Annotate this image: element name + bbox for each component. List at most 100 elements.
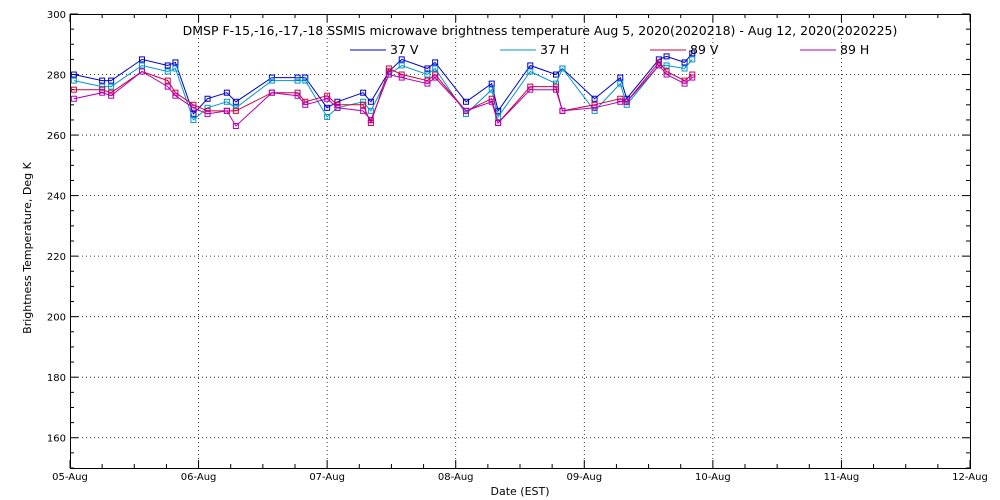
legend-label: 89 V — [690, 42, 719, 57]
data-point-marker — [385, 65, 392, 72]
data-point-marker — [432, 74, 439, 81]
x-axis-title: Date (EST) — [490, 485, 549, 498]
data-point-marker — [424, 65, 431, 72]
data-point-marker — [223, 98, 230, 105]
data-point-marker — [360, 89, 367, 96]
data-point-marker — [553, 83, 559, 90]
data-point-marker — [623, 98, 630, 105]
data-point-marker — [108, 92, 115, 99]
y-tick-label: 160 — [47, 434, 66, 445]
data-point-marker — [324, 113, 331, 120]
data-point-marker — [324, 95, 331, 102]
data-point-marker — [360, 101, 367, 108]
data-point-marker — [294, 92, 301, 99]
data-series — [70, 50, 696, 129]
data-point-marker — [591, 104, 598, 111]
data-point-marker — [681, 80, 688, 87]
data-point-marker — [204, 95, 211, 102]
x-tick-label: 07-Aug — [309, 472, 345, 483]
y-tick-label: 220 — [47, 252, 66, 263]
data-point-marker — [527, 86, 534, 93]
data-point-marker — [559, 107, 566, 114]
data-point-marker — [164, 62, 171, 69]
data-point-marker — [108, 77, 115, 84]
data-point-marker — [398, 62, 405, 69]
data-point-marker — [488, 95, 495, 102]
data-point-marker — [367, 98, 374, 105]
data-point-marker — [488, 86, 495, 93]
data-point-marker — [164, 68, 171, 75]
data-point-marker — [367, 107, 374, 114]
data-point-marker — [398, 74, 405, 81]
data-point-marker — [99, 77, 106, 84]
series-89-h — [70, 62, 696, 129]
data-point-marker — [190, 116, 197, 123]
data-point-marker — [591, 95, 598, 102]
data-point-marker — [164, 83, 171, 90]
data-point-marker — [172, 59, 179, 66]
data-point-marker — [663, 62, 670, 69]
data-point-marker — [360, 98, 367, 105]
data-point-marker — [617, 95, 624, 102]
data-point-marker — [689, 74, 696, 81]
data-point-marker — [232, 122, 239, 129]
x-tick-label: 06-Aug — [181, 472, 217, 483]
data-point-marker — [232, 98, 239, 105]
series-line — [73, 52, 693, 115]
data-point-marker — [681, 59, 688, 66]
data-point-marker — [663, 71, 670, 78]
data-point-marker — [204, 104, 211, 111]
data-point-marker — [495, 119, 502, 126]
plot-frame — [70, 14, 971, 469]
data-point-marker — [232, 107, 239, 114]
data-point-marker — [268, 77, 275, 84]
data-point-marker — [463, 107, 469, 114]
data-point-marker — [70, 86, 77, 93]
data-point-marker — [553, 71, 559, 78]
data-point-marker — [689, 71, 696, 78]
data-point-marker — [302, 101, 309, 108]
data-point-marker — [108, 83, 115, 90]
data-point-marker — [334, 104, 341, 111]
data-point-marker — [488, 98, 495, 105]
data-point-marker — [70, 77, 77, 84]
data-point-marker — [70, 95, 77, 102]
grid-lines — [70, 14, 970, 468]
x-tick-label: 10-Aug — [695, 472, 731, 483]
y-tick-label: 300 — [47, 10, 66, 21]
data-point-marker — [385, 71, 392, 78]
data-point-marker — [527, 62, 534, 69]
data-point-marker — [617, 80, 624, 87]
legend-label: 37 V — [390, 42, 419, 57]
series-line — [73, 64, 693, 127]
data-point-marker — [294, 77, 301, 84]
data-point-marker — [99, 86, 106, 93]
data-point-marker — [99, 89, 106, 96]
y-tick-label: 240 — [47, 192, 66, 203]
legend-label: 37 H — [540, 42, 569, 57]
legend: 37 V 37 H 89 V 89 H — [350, 42, 869, 57]
data-point-marker — [424, 80, 431, 87]
data-point-marker — [527, 83, 534, 90]
data-point-marker — [360, 107, 367, 114]
series-line — [73, 61, 693, 125]
data-point-marker — [463, 98, 469, 105]
data-point-marker — [268, 74, 275, 81]
data-point-marker — [302, 77, 309, 84]
data-point-marker — [223, 107, 230, 114]
data-point-marker — [223, 89, 230, 96]
chart-title: DMSP F-15,-16,-17,-18 SSMIS microwave br… — [183, 23, 898, 38]
data-point-marker — [432, 59, 439, 66]
data-point-marker — [324, 104, 331, 111]
data-point-marker — [617, 98, 624, 105]
series-37-h — [70, 56, 696, 123]
data-point-marker — [172, 65, 179, 72]
data-point-marker — [655, 62, 662, 69]
data-point-marker — [432, 65, 439, 72]
data-point-marker — [294, 74, 301, 81]
data-point-marker — [424, 71, 431, 78]
data-point-marker — [663, 53, 670, 60]
x-tick-label: 09-Aug — [566, 472, 602, 483]
data-point-marker — [617, 74, 624, 81]
data-point-marker — [190, 104, 197, 111]
